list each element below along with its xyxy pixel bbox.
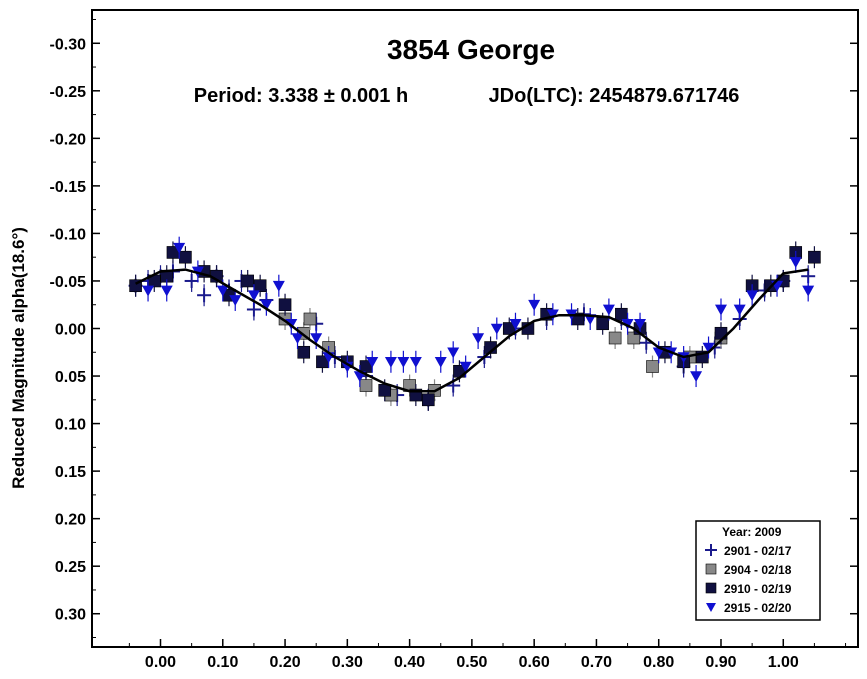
- x-tick-label: 0.10: [207, 654, 238, 671]
- data-point: [409, 356, 422, 368]
- series-2910: [129, 241, 821, 411]
- legend: Year: 2009 2901 - 02/17 2904 - 02/18 2910 …: [695, 520, 821, 621]
- data-point: [160, 285, 173, 297]
- x-tick-label: 0.50: [456, 654, 487, 671]
- data-point: [384, 356, 397, 368]
- x-tick-label: 0.30: [332, 654, 363, 671]
- data-point: [447, 347, 460, 359]
- x-tick-label: 0.20: [269, 654, 300, 671]
- data-point: [690, 371, 703, 383]
- data-point: [421, 393, 435, 407]
- data-point: [808, 250, 821, 264]
- y-tick-label: 0.10: [55, 417, 86, 434]
- legend-marker: [706, 603, 716, 612]
- fit-curve: [135, 268, 809, 393]
- chart-title: 3854 George: [387, 34, 555, 65]
- axis-ticks: 0.00 0.10 0.20 0.30 0.40 0.50 0.60 0.70 0.80 0.90…: [50, 19, 858, 671]
- data-point: [253, 279, 267, 293]
- data-point: [229, 295, 242, 306]
- data-point: [608, 331, 622, 345]
- data-point: [291, 333, 304, 345]
- data-point: [179, 250, 192, 264]
- data-point: [652, 347, 665, 359]
- data-point: [646, 360, 659, 373]
- y-tick-label: 0.30: [55, 607, 86, 624]
- x-tick-label: 0.60: [519, 654, 550, 671]
- legend-item-label: 2901 - 02/17: [724, 544, 792, 558]
- y-axis-label: Reduced Magnitude alpha(18.6°): [9, 227, 28, 489]
- data-point: [272, 280, 285, 292]
- data-point: [746, 290, 759, 302]
- y-tick-label: 0.20: [55, 512, 86, 529]
- data-point: [260, 299, 273, 311]
- data-point: [197, 288, 212, 303]
- legend-marker: [705, 582, 717, 594]
- y-tick-label: -0.30: [50, 36, 87, 53]
- data-point: [247, 290, 260, 302]
- legend-item-label: 2910 - 02/19: [724, 582, 792, 596]
- chart-subtitle-period: Period: 3.338 ± 0.001 h: [194, 85, 408, 107]
- y-tick-label: 0.15: [55, 464, 86, 481]
- data-point: [366, 356, 379, 368]
- data-point: [184, 273, 199, 288]
- data-point: [241, 274, 254, 288]
- data-point: [615, 307, 628, 321]
- x-tick-label: 0.40: [394, 654, 425, 671]
- data-point: [216, 285, 229, 297]
- legend-title: Year: 2009: [722, 525, 782, 539]
- data-point: [359, 379, 373, 392]
- x-tick-label: 0.00: [145, 654, 176, 671]
- data-point: [310, 333, 323, 345]
- y-tick-label: 0.00: [55, 322, 86, 339]
- data-point: [397, 356, 410, 368]
- data-point: [789, 257, 802, 268]
- data-point: [528, 299, 541, 311]
- data-point: [802, 285, 815, 297]
- y-tick-label: 0.25: [55, 559, 86, 576]
- data-point: [459, 361, 472, 373]
- data-point: [297, 345, 311, 359]
- legend-item-label: 2904 - 02/18: [724, 563, 792, 577]
- x-tick-label: 0.90: [705, 654, 736, 671]
- data-point: [490, 323, 503, 335]
- y-tick-label: -0.20: [50, 131, 87, 148]
- data-point: [303, 312, 317, 326]
- data-point: [596, 317, 609, 331]
- x-tick-label: 0.80: [643, 654, 674, 671]
- data-point: [733, 304, 746, 316]
- data-point: [434, 356, 447, 368]
- data-point: [702, 342, 715, 354]
- x-tick-label: 0.70: [581, 654, 612, 671]
- y-tick-label: -0.25: [50, 84, 87, 101]
- legend-marker: [705, 544, 717, 556]
- data-point: [546, 309, 559, 321]
- legend-item-label: 2915 - 02/20: [724, 601, 792, 615]
- data-point: [173, 242, 186, 254]
- chart-subtitle-epoch: JDo(LTC): 2454879.671746: [489, 85, 740, 107]
- data-point: [142, 285, 155, 297]
- y-tick-label: -0.15: [50, 179, 87, 196]
- data-point: [472, 333, 485, 345]
- data-point: [278, 298, 292, 312]
- data-point: [602, 304, 615, 316]
- y-tick-label: -0.05: [50, 274, 87, 291]
- y-tick-label: 0.05: [55, 369, 86, 386]
- legend-marker: [705, 563, 717, 575]
- data-point: [509, 318, 522, 330]
- y-tick-label: -0.10: [50, 226, 87, 243]
- x-tick-label: 1.00: [768, 654, 799, 671]
- data-point: [634, 318, 647, 330]
- legend-box: [695, 520, 821, 621]
- data-point: [714, 304, 727, 316]
